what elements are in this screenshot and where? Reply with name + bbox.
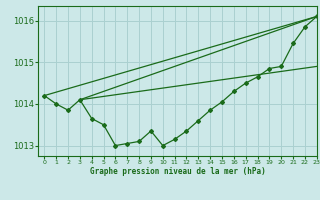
X-axis label: Graphe pression niveau de la mer (hPa): Graphe pression niveau de la mer (hPa): [90, 167, 266, 176]
